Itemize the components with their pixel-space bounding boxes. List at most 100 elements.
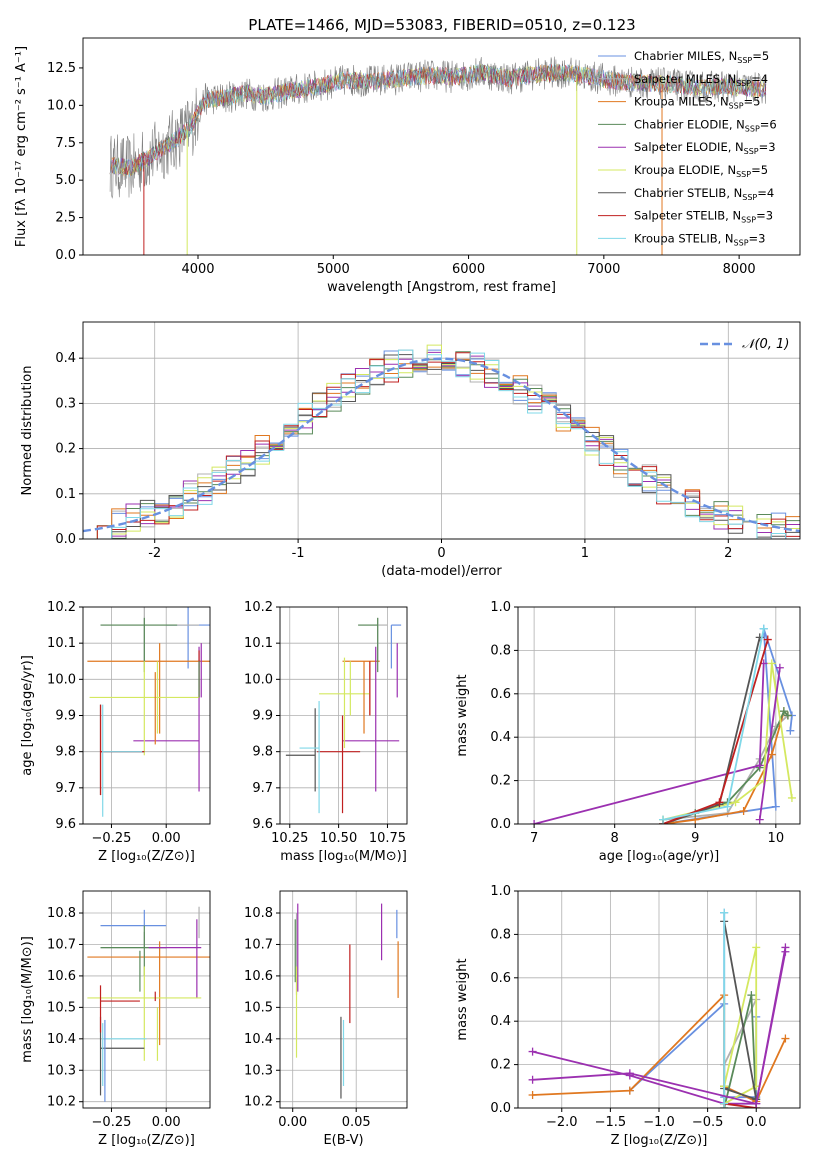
- errorbar-point: [390, 624, 402, 669]
- x-tick-label: 10.75: [369, 831, 406, 846]
- x-tick-label: 6000: [452, 262, 485, 277]
- weight-point-marker: [723, 802, 732, 811]
- x-tick-label: 10: [768, 831, 785, 846]
- y-axis-label: mass weight: [455, 674, 470, 756]
- legend-subscript: SSP: [736, 79, 751, 88]
- y-tick-label: 9.8: [252, 745, 273, 760]
- axes-frame: [517, 606, 801, 825]
- y-tick-label: 9.9: [55, 709, 76, 724]
- legend-model-name: Kroupa ELODIE, N: [634, 163, 736, 177]
- plot-area: [109, 56, 767, 255]
- weight-point-marker: [779, 707, 788, 716]
- weight-point-marker: [715, 798, 724, 807]
- errorbar-point: [100, 617, 178, 673]
- y-tick-label: 10.5: [47, 1000, 76, 1015]
- errorbar-point: [100, 931, 167, 949]
- weight-point-marker: [625, 1086, 634, 1095]
- y-tick-label: 7.5: [55, 136, 76, 151]
- legend-label: 𝒩(0, 1): [742, 337, 789, 352]
- x-axis-label: (data-model)/error: [381, 564, 502, 579]
- legend-label: Salpeter MILES, NSSP=4: [634, 72, 768, 88]
- errorbar-point: [87, 643, 210, 734]
- legend-model-name: Kroupa MILES, N: [634, 95, 729, 109]
- y-tick-label: 10.5: [244, 1000, 273, 1015]
- weight-point-marker: [787, 793, 796, 802]
- weight-point-marker: [720, 1099, 729, 1108]
- y-axis-label: Flux [fλ 10⁻¹⁷ erg cm⁻² s⁻¹ A⁻¹]: [14, 46, 29, 247]
- y-tick-label: 10.1: [47, 636, 76, 651]
- spectrum-model-line: [109, 64, 767, 178]
- legend-nssp: =5: [744, 95, 761, 109]
- y-tick-label: 0.2: [55, 442, 76, 457]
- y-axis-label: age [log₁₀(age/yr)]: [20, 655, 35, 776]
- weight-point-marker: [771, 802, 780, 811]
- weight-series-line: [724, 1102, 757, 1108]
- weight-point-marker: [752, 1099, 761, 1108]
- panel-spectrum: 4000 5000 6000 7000 8000 0.0 2.5 5.0 7.5 10.0 12.5…: [14, 37, 801, 295]
- plot-area: [294, 903, 399, 1099]
- x-axis-label: age [log₁₀(age/yr)]: [599, 849, 720, 864]
- y-tick-label: 10.3: [47, 1063, 76, 1078]
- legend-model-name: Salpeter STELIB, N: [634, 209, 741, 223]
- errorbar-point: [102, 1023, 147, 1086]
- y-tick-label: 10.0: [47, 98, 76, 113]
- legend-nssp: =5: [752, 49, 769, 63]
- y-tick-label: 0.4: [490, 730, 511, 745]
- legend-label: Chabrier MILES, NSSP=5: [634, 49, 769, 65]
- legend-subscript: SSP: [736, 170, 751, 179]
- legend-label: Salpeter STELIB, NSSP=3: [634, 209, 773, 225]
- legend-nssp: =4: [757, 186, 774, 200]
- y-tick-label: 10.4: [47, 1032, 76, 1047]
- legend-nssp: =6: [760, 117, 777, 131]
- y-axis-label: mass [log₁₀(M/M⊙)]: [20, 936, 35, 1063]
- y-tick-label: 10.2: [47, 600, 76, 615]
- errorbar-point: [87, 966, 202, 1061]
- y-tick-label: 9.7: [252, 781, 273, 796]
- spectrum-model-line: [109, 64, 767, 176]
- errorbar-point: [319, 657, 370, 749]
- errorbar-point: [358, 617, 388, 662]
- y-tick-label: 10.2: [47, 1095, 76, 1110]
- errorbar-point: [99, 1016, 145, 1096]
- weight-point-marker: [781, 947, 790, 956]
- errorbar-point: [99, 704, 145, 796]
- weight-series-line: [662, 637, 761, 824]
- weight-point-marker: [625, 1069, 634, 1078]
- y-tick-label: 0.0: [55, 248, 76, 263]
- x-tick-label: -1: [292, 546, 305, 561]
- x-tick-label: −0.25: [92, 831, 132, 846]
- weight-point-marker: [528, 1075, 537, 1084]
- x-tick-label: 0.00: [278, 1115, 307, 1130]
- weight-point-marker: [759, 624, 768, 633]
- plot-area: [87, 906, 210, 1102]
- errorbar-point: [285, 708, 316, 792]
- y-tick-label: 9.7: [55, 781, 76, 796]
- plot-area: [83, 344, 800, 539]
- x-tick-label: 2: [724, 546, 732, 561]
- panel-weight_vs_Z: −2.0 −1.5 −1.0 −0.5 0.0 0.0 0.2 0.4 0.6 0.8 1.0 Z […: [455, 884, 801, 1148]
- y-tick-label: 9.6: [55, 817, 76, 832]
- plot-area: [528, 908, 790, 1108]
- legend-label: Kroupa STELIB, NSSP=3: [634, 231, 765, 247]
- y-tick-label: 0.0: [55, 532, 76, 547]
- weight-point-marker: [755, 761, 764, 770]
- x-tick-label: 8: [611, 831, 619, 846]
- errorbar-point: [342, 646, 400, 792]
- weight-series-line: [662, 663, 793, 821]
- errorbar-point: [166, 607, 210, 669]
- x-tick-label: 9: [691, 831, 699, 846]
- errorbar-point: [148, 919, 202, 998]
- errorbar-point: [100, 607, 200, 662]
- plot-area: [285, 617, 402, 814]
- legend-label: Chabrier STELIB, NSSP=4: [634, 186, 774, 202]
- errorbar-point: [99, 985, 140, 1033]
- y-tick-label: 0.8: [490, 927, 511, 942]
- axes-frame: [279, 890, 408, 1109]
- axes-frame: [82, 890, 211, 1109]
- y-tick-label: 0.6: [490, 687, 511, 702]
- errorbar-point: [87, 941, 210, 1046]
- y-tick-label: 0.8: [490, 643, 511, 658]
- y-tick-label: 10.8: [244, 906, 273, 921]
- legend-nssp: =3: [756, 209, 773, 223]
- errorbar-point: [299, 701, 320, 814]
